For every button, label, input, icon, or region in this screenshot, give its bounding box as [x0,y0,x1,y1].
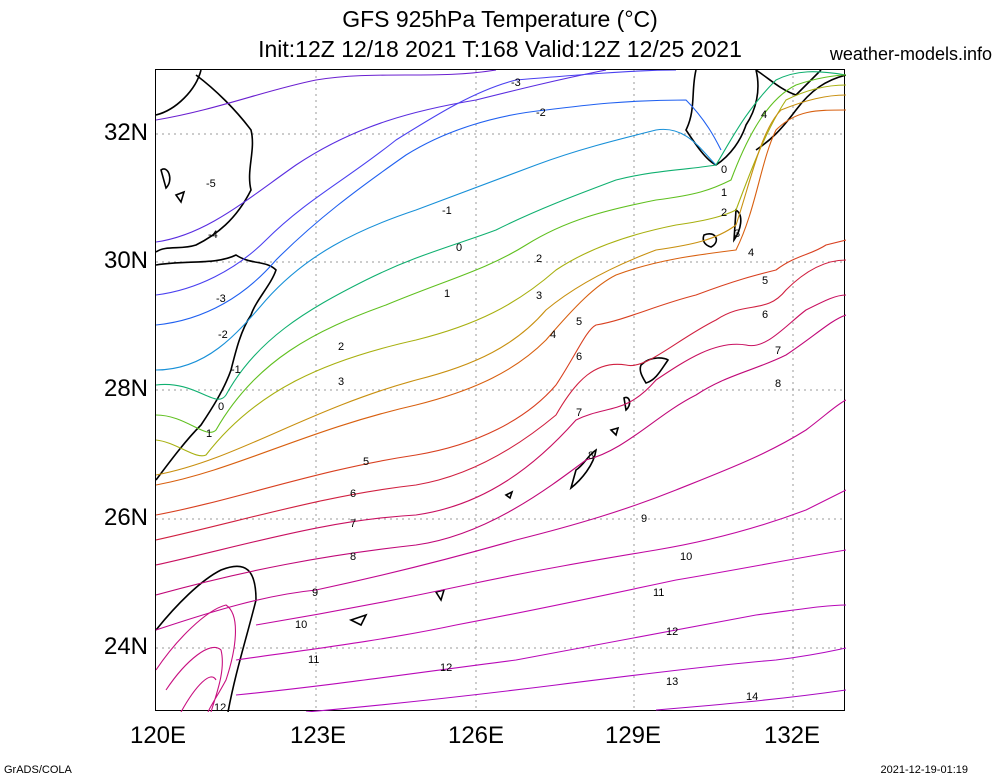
coast-taiwan [155,565,257,713]
lat-label-24n: 24N [103,633,148,660]
coast-japan-east [755,74,847,151]
coast-okinawa [569,448,598,491]
contour-label: 3 [338,376,344,388]
contour-taiwan-warm [155,604,236,713]
contour-label: 12 [214,702,226,712]
lon-label-120e: 120E [129,722,187,749]
contour-label: 10 [680,551,692,563]
contour-8 [155,314,847,596]
contour-10 [255,489,847,626]
lon-label-129e: 129E [604,722,662,749]
coast-china-east [155,254,277,481]
map-subtitle: Init:12Z 12/18 2021 T:168 Valid:12Z 12/2… [258,36,742,62]
contour-label: 14 [746,691,758,703]
contour-label: -4 [208,229,218,241]
lon-label-126e: 126E [447,722,505,749]
temperature-contours [155,69,847,713]
contour-labels: -5 -4 -3 -3 -2 -2 -1 -1 0 0 0 1 1 1 2 2 … [206,77,781,714]
contour-minus1 [155,128,717,371]
contour-label: 4 [761,109,767,121]
contour-label: 3 [734,228,740,240]
coast-small-islands [348,426,620,627]
contour-label: 4 [748,247,754,259]
contour-12 [235,604,847,696]
contour-label: 6 [762,309,768,321]
contour-label: 0 [721,164,727,176]
map-canvas: -5 -4 -3 -3 -2 -2 -1 -1 0 0 0 1 1 1 2 2 … [155,69,847,714]
contour-label: 11 [308,654,319,666]
contour-label: 6 [350,488,356,500]
contour-label: 8 [588,450,594,462]
graticule [156,70,846,712]
contour-label: 7 [350,518,356,530]
contour-minus3 [155,69,677,296]
contour-label: -3 [511,77,521,89]
lat-label-26n: 26N [103,504,148,531]
contour-2 [155,84,847,457]
contour-3 [155,94,847,476]
contour-label: 12 [666,626,678,638]
contour-label: -5 [206,178,216,190]
contour-label: 11 [653,587,664,599]
contour-label: 7 [775,345,781,357]
contour-11 [235,549,847,661]
contour-label: 1 [206,428,212,440]
contour-4 [155,109,847,486]
lat-label-32n: 32N [103,119,148,146]
contour-9 [155,399,847,631]
contour-label: 5 [363,456,369,468]
contour-label: 5 [762,275,768,287]
lon-label-132e: 132E [763,722,821,749]
contour-minus5 [155,69,497,121]
coast-kyushu [685,69,759,166]
map-plot-area: -5 -4 -3 -3 -2 -2 -1 -1 0 0 0 1 1 1 2 2 … [155,69,847,714]
contour-label: 9 [312,587,318,599]
coast-china-north [155,69,254,253]
contour-label: 9 [641,513,647,525]
contour-label: 6 [576,351,582,363]
lat-label-30n: 30N [103,247,148,274]
contour-label: 0 [456,242,462,254]
contour-label: 4 [550,329,556,341]
contour-label: 3 [536,290,542,302]
contour-label: 1 [444,288,450,300]
contour-label: 1 [721,187,727,199]
contour-label: 10 [295,619,307,631]
lat-label-28n: 28N [103,375,148,402]
contour-label: -1 [231,364,241,376]
contour-label: -2 [536,107,546,119]
coastlines [155,69,847,713]
contour-label: -1 [442,205,452,217]
timestamp: 2021-12-19-01:19 [880,764,968,776]
contour-7 [155,294,847,566]
contour-label: 0 [218,401,224,413]
credit-text: GrADS/COLA [4,764,72,776]
contour-label: -3 [216,293,226,305]
contour-label: 8 [350,551,356,563]
contour-5 [155,239,847,516]
coast-yakushima [702,233,718,248]
contour-label: 8 [775,378,781,390]
coast-zhoushan [160,168,186,204]
contour-label: 2 [536,253,542,265]
contour-1 [155,74,847,433]
coast-tanegashima [733,208,742,243]
contour-minus4 [155,69,607,243]
contour-minus2 [155,99,722,326]
contour-label: 12 [440,662,452,674]
contour-label: 2 [721,207,727,219]
contour-label: 2 [338,341,344,353]
lon-label-123e: 123E [289,722,347,749]
contour-0 [155,71,847,400]
map-title: GFS 925hPa Temperature (°C) [342,6,658,32]
contour-label: 5 [576,316,582,328]
contour-14 [655,689,847,711]
contour-label: -2 [218,329,228,341]
contour-label: 7 [576,407,582,419]
contour-label: 13 [666,676,678,688]
coast-amami [639,357,670,384]
site-name: weather-models.info [829,44,992,64]
contour-6 [155,259,847,541]
contour-13 [305,647,847,713]
